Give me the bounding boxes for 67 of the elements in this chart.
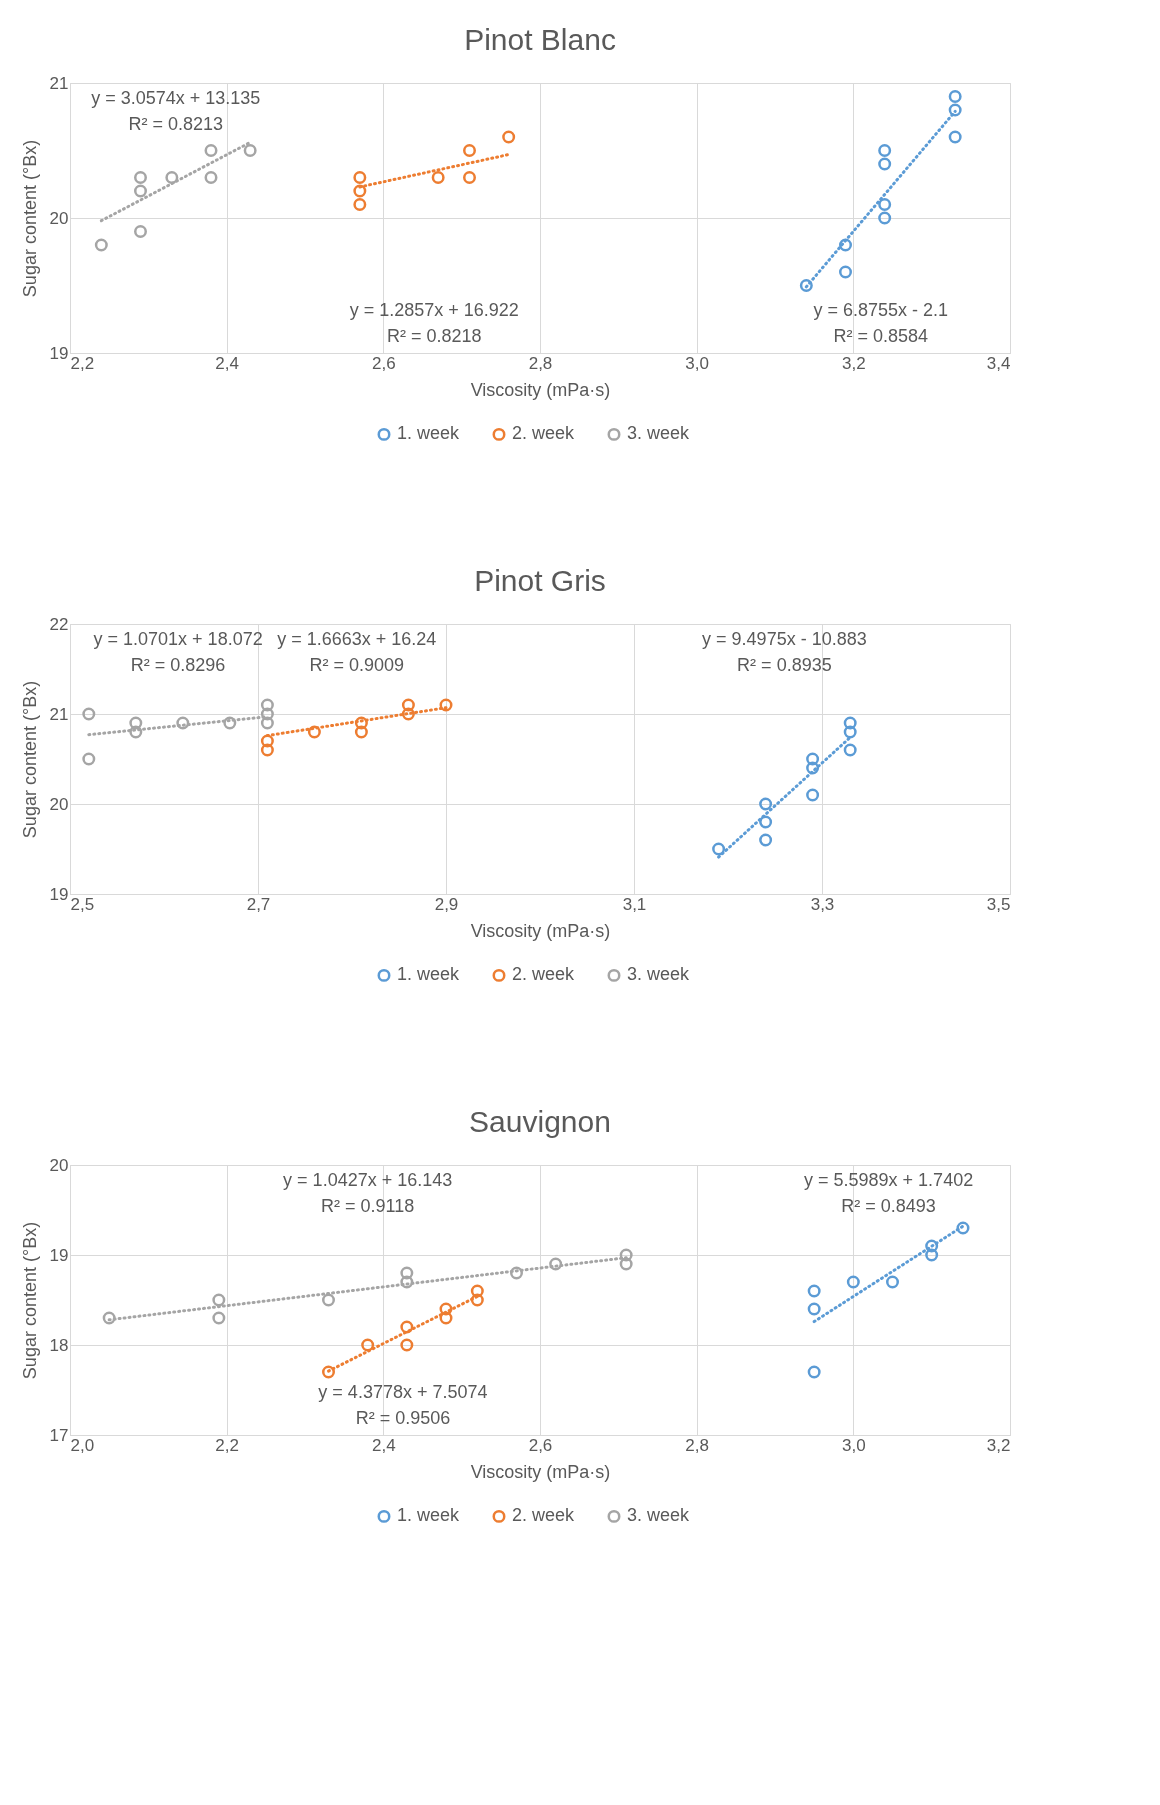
y-axis-title: Sugar content (°Bx) bbox=[19, 680, 40, 839]
chart-title: Pinot Blanc bbox=[464, 23, 616, 56]
x-tick-label: 3,0 bbox=[685, 353, 709, 373]
x-tick-label: 2,7 bbox=[246, 894, 271, 914]
x-tick-label: 2,6 bbox=[528, 1435, 553, 1455]
annotation: R² = 0.9506 bbox=[355, 1408, 451, 1428]
annotation: y = 5.5989x + 1.7402 bbox=[804, 1170, 974, 1190]
chart-title: Pinot Gris bbox=[474, 564, 606, 597]
x-tick-label: 2,9 bbox=[434, 894, 459, 914]
annotation: R² = 0.8935 bbox=[737, 655, 832, 675]
x-tick-label: 3,4 bbox=[986, 353, 1011, 373]
annotation: y = 1.0701x + 18.072 bbox=[93, 629, 263, 649]
annotation: R² = 0.8584 bbox=[833, 326, 929, 346]
legend-label: 1. week bbox=[397, 1505, 461, 1526]
legend-label: 2. week bbox=[512, 964, 576, 985]
annotation: R² = 0.8213 bbox=[128, 114, 224, 134]
x-tick-label: 3,2 bbox=[842, 353, 866, 373]
legend-label: 2. week bbox=[512, 1505, 576, 1526]
x-tick-label: 3,3 bbox=[810, 894, 835, 914]
x-tick-label: 2,2 bbox=[70, 353, 95, 373]
x-tick-label: 3,2 bbox=[986, 1435, 1011, 1455]
legend-label: 3. week bbox=[627, 423, 691, 444]
x-tick-label: 2,4 bbox=[372, 1435, 396, 1455]
x-tick-label: 2,0 bbox=[70, 1435, 95, 1455]
annotation: y = 9.4975x - 10.883 bbox=[702, 629, 867, 649]
annotation: y = 1.0427x + 16.143 bbox=[283, 1170, 453, 1190]
x-tick-label: 3,5 bbox=[986, 894, 1011, 914]
annotation: R² = 0.9009 bbox=[309, 655, 404, 675]
x-axis-title: Viscosity (mPa·s) bbox=[470, 1461, 611, 1482]
annotation: R² = 0.8218 bbox=[386, 326, 482, 346]
x-tick-label: 2,2 bbox=[215, 1435, 239, 1455]
x-tick-label: 2,8 bbox=[528, 353, 553, 373]
x-tick-label: 3,1 bbox=[622, 894, 647, 914]
x-axis-title: Viscosity (mPa·s) bbox=[470, 379, 611, 400]
annotation: y = 1.2857x + 16.922 bbox=[349, 300, 519, 320]
annotation: y = 3.0574x + 13.135 bbox=[91, 88, 261, 108]
x-tick-label: 2,4 bbox=[215, 353, 239, 373]
y-tick-label: 21 bbox=[49, 704, 69, 724]
y-tick-label: 17 bbox=[49, 1425, 69, 1445]
y-tick-label: 20 bbox=[49, 208, 69, 228]
annotation: R² = 0.8296 bbox=[130, 655, 226, 675]
y-tick-label: 20 bbox=[49, 794, 69, 814]
annotation: R² = 0.9118 bbox=[321, 1196, 415, 1216]
annotation: R² = 0.8493 bbox=[841, 1196, 936, 1216]
x-tick-label: 2,6 bbox=[372, 353, 396, 373]
y-axis-title: Sugar content (°Bx) bbox=[19, 139, 40, 298]
x-tick-label: 2,5 bbox=[70, 894, 95, 914]
x-tick-label: 2,8 bbox=[685, 1435, 709, 1455]
y-tick-label: 20 bbox=[49, 1155, 69, 1175]
chart-title: Sauvignon bbox=[469, 1105, 611, 1138]
legend-label: 1. week bbox=[397, 423, 461, 444]
y-tick-label: 19 bbox=[49, 343, 69, 363]
y-tick-label: 19 bbox=[49, 884, 69, 904]
annotation: y = 1.6663x + 16.24 bbox=[277, 629, 437, 649]
legend-label: 3. week bbox=[627, 964, 691, 985]
y-tick-label: 18 bbox=[49, 1335, 69, 1355]
y-tick-label: 19 bbox=[49, 1245, 69, 1265]
y-tick-label: 22 bbox=[49, 614, 69, 634]
y-axis-title: Sugar content (°Bx) bbox=[19, 1221, 40, 1380]
legend-label: 1. week bbox=[397, 964, 461, 985]
annotation: y = 4.3778x + 7.5074 bbox=[318, 1382, 488, 1402]
legend-label: 3. week bbox=[627, 1505, 691, 1526]
x-axis-title: Viscosity (mPa·s) bbox=[470, 920, 611, 941]
annotation: y = 6.8755x - 2.1 bbox=[813, 300, 949, 320]
x-tick-label: 3,0 bbox=[842, 1435, 866, 1455]
y-tick-label: 21 bbox=[49, 73, 69, 93]
legend-label: 2. week bbox=[512, 423, 576, 444]
